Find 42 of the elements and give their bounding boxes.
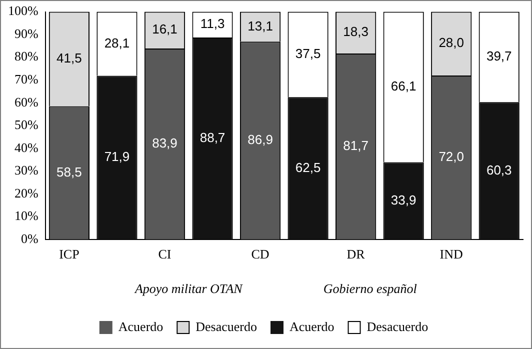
x-tick-label: ICP: [59, 246, 80, 262]
data-label: 62,5: [295, 160, 321, 175]
y-tick-label: 70%: [14, 72, 38, 86]
y-tick-label: 20%: [14, 185, 38, 200]
y-tick-label: 30%: [14, 162, 38, 178]
data-label: 37,5: [295, 46, 321, 62]
y-tick-label: 0%: [20, 230, 38, 246]
data-label: 88,7: [200, 130, 226, 146]
legend-label: Acuerdo: [290, 318, 334, 334]
data-label: 33,9: [390, 192, 416, 208]
legend-label: Desacuerdo: [366, 318, 428, 334]
data-label: 58,5: [56, 164, 82, 180]
text: Gobierno español: [323, 280, 418, 296]
y-tick-label: 50%: [14, 117, 38, 132]
y-tick-label: 80%: [14, 48, 38, 64]
data-label: 86,9: [248, 132, 273, 148]
data-label: 18,3: [343, 24, 368, 40]
y-tick-label: 100%: [8, 3, 38, 18]
y-tick-label: 40%: [14, 140, 38, 155]
data-label: 16,1: [152, 22, 178, 37]
data-label: 71,9: [104, 149, 130, 164]
x-tick-label: IND: [440, 246, 463, 262]
data-label: 39,7: [486, 48, 512, 64]
data-label: 66,1: [390, 78, 416, 94]
legend-label: Acuerdo: [118, 318, 164, 334]
data-label: 28,1: [104, 35, 130, 50]
data-label: 72,0: [438, 149, 464, 164]
y-tick-label: 10%: [14, 208, 38, 224]
x-tick-label: CI: [158, 246, 172, 262]
data-label: 13,1: [248, 18, 273, 34]
data-label: 41,5: [56, 50, 82, 66]
data-label: 81,7: [343, 138, 368, 154]
data-label: 83,9: [152, 136, 178, 150]
data-label: 28,0: [438, 35, 464, 50]
y-tick-label: 60%: [14, 94, 38, 110]
data-label: 60,3: [486, 162, 512, 178]
legend-label: Desacuerdo: [196, 318, 258, 334]
text: Apoyo militar OTAN: [134, 280, 244, 296]
data-label: 11,3: [200, 16, 225, 32]
y-tick-label: 90%: [14, 26, 38, 41]
x-tick-label: CD: [251, 246, 270, 262]
x-tick-label: DR: [346, 246, 366, 262]
